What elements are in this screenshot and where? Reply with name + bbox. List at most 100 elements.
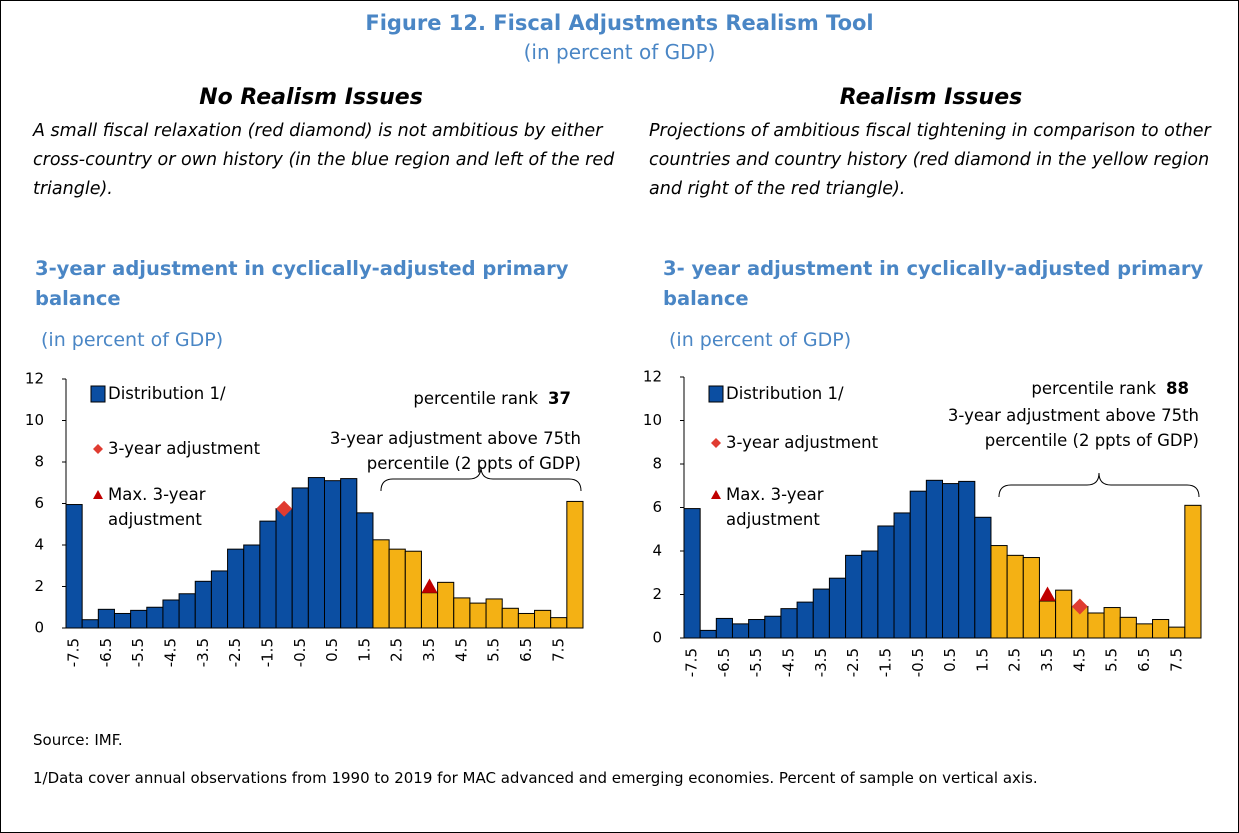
bar <box>517 612 536 629</box>
y-tick-label: 0 <box>34 619 44 637</box>
bar <box>1184 504 1202 639</box>
annotation: 3-year adjustment above 75th percentile … <box>947 406 1199 450</box>
bar <box>340 478 358 629</box>
bar <box>566 500 584 629</box>
chart-title: 3- year adjustment in cyclically-adjuste… <box>663 257 1204 310</box>
bar <box>307 477 325 629</box>
bar <box>780 608 798 639</box>
figure-title: Figure 12. Fiscal Adjustments Realism To… <box>365 11 874 35</box>
x-tick-label: -6.5 <box>97 638 115 667</box>
x-tick-label: 3.5 <box>420 638 438 662</box>
x-tick-label: 4.5 <box>452 638 470 662</box>
x-tick-label: 6.5 <box>517 638 535 662</box>
panel-description: A small fiscal relaxation (red diamond) … <box>33 121 615 199</box>
bar <box>420 592 439 629</box>
bar <box>699 629 717 639</box>
x-tick-label: 3.5 <box>1038 648 1056 672</box>
bar <box>501 607 519 629</box>
y-tick-label: 4 <box>652 542 662 560</box>
x-tick-label: -5.5 <box>129 638 147 667</box>
bar <box>1055 589 1073 639</box>
x-tick-label: -3.5 <box>812 648 830 677</box>
bar <box>990 545 1008 639</box>
bar <box>1152 619 1170 639</box>
bar <box>845 554 863 639</box>
bar <box>146 606 164 629</box>
bar <box>925 479 943 639</box>
bar <box>877 525 895 639</box>
x-tick-label: 5.5 <box>1103 648 1121 672</box>
y-tick-label: 2 <box>652 585 662 603</box>
bar <box>243 544 261 629</box>
panel-heading: Realism Issues <box>839 85 1023 110</box>
bar <box>227 548 245 629</box>
annotation: 3-year adjustment above 75th percentile … <box>329 429 581 473</box>
chart-title: 3-year adjustment in cyclically-adjusted… <box>35 257 569 310</box>
bar <box>97 608 115 629</box>
bar <box>259 520 277 629</box>
bar <box>1135 623 1154 639</box>
y-tick-label: 4 <box>34 536 44 554</box>
bar <box>194 580 212 629</box>
panel-heading: No Realism Issues <box>199 85 423 110</box>
legend-swatch <box>90 385 106 403</box>
legend-label: 3-year adjustment <box>726 433 879 452</box>
bar <box>372 539 390 629</box>
bar <box>958 480 976 639</box>
percentile-rank-label: percentile rank <box>413 389 539 408</box>
marker <box>1071 598 1088 615</box>
legend-label: Max. 3-year adjustment <box>726 485 824 529</box>
marker <box>1039 586 1056 601</box>
x-tick-label: -4.5 <box>780 648 798 677</box>
x-tick-label: 0.5 <box>323 638 341 662</box>
x-tick-label: -7.5 <box>65 638 83 667</box>
bar <box>812 588 830 639</box>
x-tick-label: 2.5 <box>388 638 406 662</box>
legend-label: Max. 3-year adjustment <box>108 485 206 529</box>
y-tick-label: 12 <box>643 368 662 386</box>
bar <box>942 483 960 639</box>
x-tick-label: -2.5 <box>844 648 862 677</box>
bar <box>1006 554 1024 639</box>
legend-symbol <box>93 490 103 499</box>
x-tick-label: 7.5 <box>549 638 567 662</box>
y-tick-label: 12 <box>25 370 44 388</box>
x-tick-label: 4.5 <box>1070 648 1088 672</box>
bar <box>469 602 487 629</box>
x-tick-label: 7.5 <box>1167 648 1185 672</box>
x-tick-label: 1.5 <box>973 648 991 672</box>
marker <box>421 578 438 593</box>
bar <box>683 508 701 639</box>
x-tick-label: -3.5 <box>194 638 212 667</box>
x-tick-label: -1.5 <box>876 648 894 677</box>
bar <box>1038 600 1057 639</box>
bar <box>550 617 568 629</box>
x-tick-label: 6.5 <box>1135 648 1153 672</box>
figure-subtitle: (in percent of GDP) <box>523 40 716 64</box>
bar <box>764 615 782 639</box>
y-tick-label: 8 <box>34 453 44 471</box>
footnote: 1/Data cover annual observations from 19… <box>33 769 1038 787</box>
bar <box>324 480 342 629</box>
x-tick-label: -2.5 <box>226 638 244 667</box>
percentile-rank: percentile rank 37 <box>413 386 571 411</box>
chart-subtitle: (in percent of GDP) <box>41 329 224 351</box>
bar <box>404 550 422 629</box>
y-tick-label: 0 <box>652 629 662 647</box>
bar <box>1103 607 1121 639</box>
bar <box>534 609 552 629</box>
x-tick-label: 1.5 <box>355 638 373 662</box>
bar <box>388 548 406 629</box>
source-note: Source: IMF. <box>33 731 123 749</box>
bar <box>178 593 196 629</box>
x-tick-label: -0.5 <box>291 638 309 667</box>
x-tick-label: 5.5 <box>485 638 503 662</box>
legend-swatch <box>708 385 724 403</box>
bar <box>356 512 374 629</box>
brace <box>998 472 1200 498</box>
x-tick-label: -1.5 <box>258 638 276 667</box>
bar <box>437 581 455 629</box>
percentile-rank: percentile rank 88 <box>1031 376 1189 401</box>
bar <box>291 487 309 629</box>
legend-symbol <box>711 438 721 448</box>
